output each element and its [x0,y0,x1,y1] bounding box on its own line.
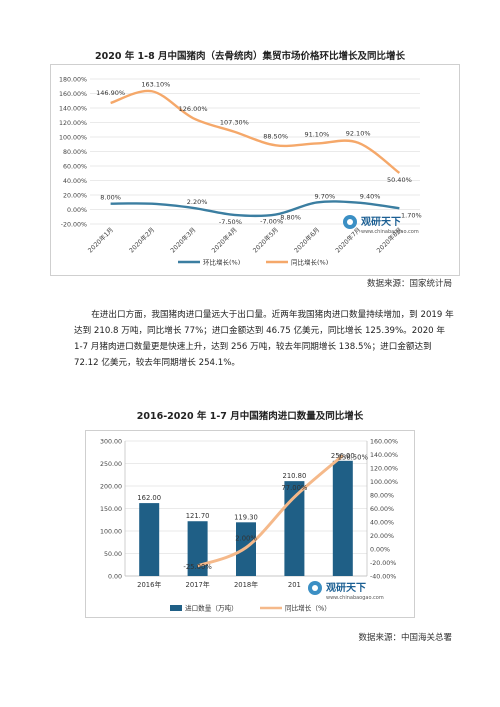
y-tick-label: 60.00% [63,164,87,171]
legend-swatch [170,605,182,611]
chart2-source: 数据来源：中国海关总署 [358,633,452,643]
data-label: 2.20% [187,198,208,206]
bar-data-label: 119.30 [234,513,258,521]
legend-label: 同比增长（%） [285,604,331,613]
y-tick-label: 20.00% [63,193,87,200]
y-tick-label-left: 100.00 [100,529,122,536]
legend-label: 进口数量（万吨） [185,604,238,613]
bar-data-label: 256.00 [331,452,355,460]
data-label: 50.40% [387,176,412,184]
y-tick-label-right: 100.00% [370,479,398,486]
data-label: 1.70% [401,211,422,219]
chart1-lines [110,89,401,218]
y-tick-label-right: 120.00% [370,466,398,473]
line-data-label: 77.00% [281,484,307,492]
line-data-label: 138.50% [338,454,369,462]
bar-data-label: 162.00 [137,494,161,502]
y-tick-label-right: -20.00% [370,560,396,567]
y-tick-label-left: 250.00 [100,461,122,468]
chart1-labels: 8.00% 2.20% -7.50% -7.00% 9.70% 9.40% 1.70% 146… [96,80,422,226]
data-label: 126.00% [179,105,208,113]
y-tick-label-right: 60.00% [370,506,394,513]
chart2-legend: 进口数量（万吨） 同比增长（%） [170,604,331,613]
chart1-watermark: 观研天下 www.chinabaogao.com [343,215,419,235]
data-label: 8.80% [280,214,301,222]
chart1-grid [90,78,420,225]
y-tick-label: 80.00% [63,149,87,156]
x-tick-label: 201 [288,581,301,589]
y-tick-label-right: 40.00% [370,520,394,527]
watermark-brand: 观研天下 [326,582,366,594]
line-data-label: -25.00% [183,563,212,571]
data-label: 163.10% [141,80,170,88]
y-tick-label-right: 140.00% [370,452,398,459]
y-tick-label: 100.00% [59,135,87,142]
y-tick-label-right: -40.00% [370,574,396,581]
watermark-url: www.chinabaogao.com [361,229,419,235]
bar [187,521,208,576]
chart1-legend: 环比增长(%) 同比增长(%) [178,258,328,267]
data-label: 91.10% [304,130,329,138]
x-tick-label: 2018年 [234,580,258,589]
data-label: 9.40% [360,193,381,201]
watermark-url: www.chinabaogao.com [326,595,384,601]
legend-label: 同比增长(%) [291,258,328,267]
bar [139,503,160,576]
chart2-yticks-left: 0.00 50.00 100.00 150.00 200.00 250.00 300.00 [100,439,122,581]
legend-label: 环比增长(%) [203,258,240,267]
y-tick-label-left: 50.00 [104,551,122,558]
chart1-source: 数据来源：国家统计局 [366,279,452,289]
data-label: 88.50% [263,132,288,140]
bar-data-label: 210.80 [283,472,307,480]
data-label: -7.00% [260,218,283,226]
y-tick-label-right: 160.00% [370,439,398,446]
chart2-xticks: 2016年 2017年 2018年 201 [137,580,301,589]
chart1: -20.00% 0.00% 20.00% 40.00% 60.00% 80.00% 100.… [50,64,460,276]
watermark-brand: 观研天下 [361,216,401,228]
chart1-yticks: -20.00% 0.00% 20.00% 40.00% 60.00% 80.00% 100.… [59,77,87,229]
y-tick-label: 120.00% [59,120,87,127]
y-tick-label: 180.00% [59,77,87,84]
bar [332,460,353,576]
series-mom-line [110,200,400,218]
y-tick-label: 40.00% [63,178,87,185]
y-tick-label-left: 150.00 [100,506,122,513]
watermark-logo-inner-icon [312,585,318,591]
y-tick-label-left: 200.00 [100,484,122,491]
body-paragraph: 在进出口方面，我国猪肉进口量远大于出口量。近两年我国猪肉进口数量持续增加，到 2… [74,307,454,371]
paragraph-text: 在进出口方面，我国猪肉进口量远大于出口量。近两年我国猪肉进口数量持续增加，到 2… [74,310,454,368]
series-yoy-line [197,454,344,568]
data-label: 8.00% [100,194,121,202]
y-tick-label-left: 300.00 [100,439,122,446]
bar [284,481,305,576]
bar-data-label: 121.70 [186,512,210,520]
y-tick-label: 0.00% [67,207,87,214]
chart2-title: 2016-2020 年 1-7 月中国猪肉进口数量及同比增长 [136,411,364,422]
chart2: 0.0050.00100.00150.00200.00250.00300.00 … [85,430,415,618]
data-label: 107.30% [220,119,249,127]
chart2-bars [139,460,353,576]
chart2-line [197,454,344,568]
data-label: 92.10% [346,130,371,138]
y-tick-label: -20.00% [61,222,87,229]
y-tick-label: 140.00% [59,106,87,113]
x-tick-label: 2016年 [137,580,161,589]
y-tick-label: 160.00% [59,91,87,98]
y-tick-label-right: 20.00% [370,533,394,540]
line-data-label: 2.00% [235,535,257,543]
y-tick-label-right: 0.00% [370,547,390,554]
y-tick-label-right: 80.00% [370,493,394,500]
x-tick-label: 2017年 [186,580,210,589]
data-label: -7.50% [219,218,242,226]
chart1-title: 2020 年 1-8 月中国猪肉（去骨统肉）集贸市场价格环比增长及同比增长 [94,51,406,62]
chart2-yticks-right: -40.00% -20.00% 0.00% 20.00% 40.00% 60.00% 80.… [370,439,398,581]
data-label: 146.90% [96,89,125,97]
chart2-labels: 162.00 121.70 119.30 210.80 256.00 -25.00% 2.0… [137,452,368,571]
y-tick-label-left: 0.00 [108,574,122,581]
watermark-logo-inner-icon [347,219,353,225]
data-label: 9.70% [315,192,336,200]
chart2-watermark: 观研天下 www.chinabaogao.com [308,581,384,601]
series-yoy-line [110,89,401,174]
